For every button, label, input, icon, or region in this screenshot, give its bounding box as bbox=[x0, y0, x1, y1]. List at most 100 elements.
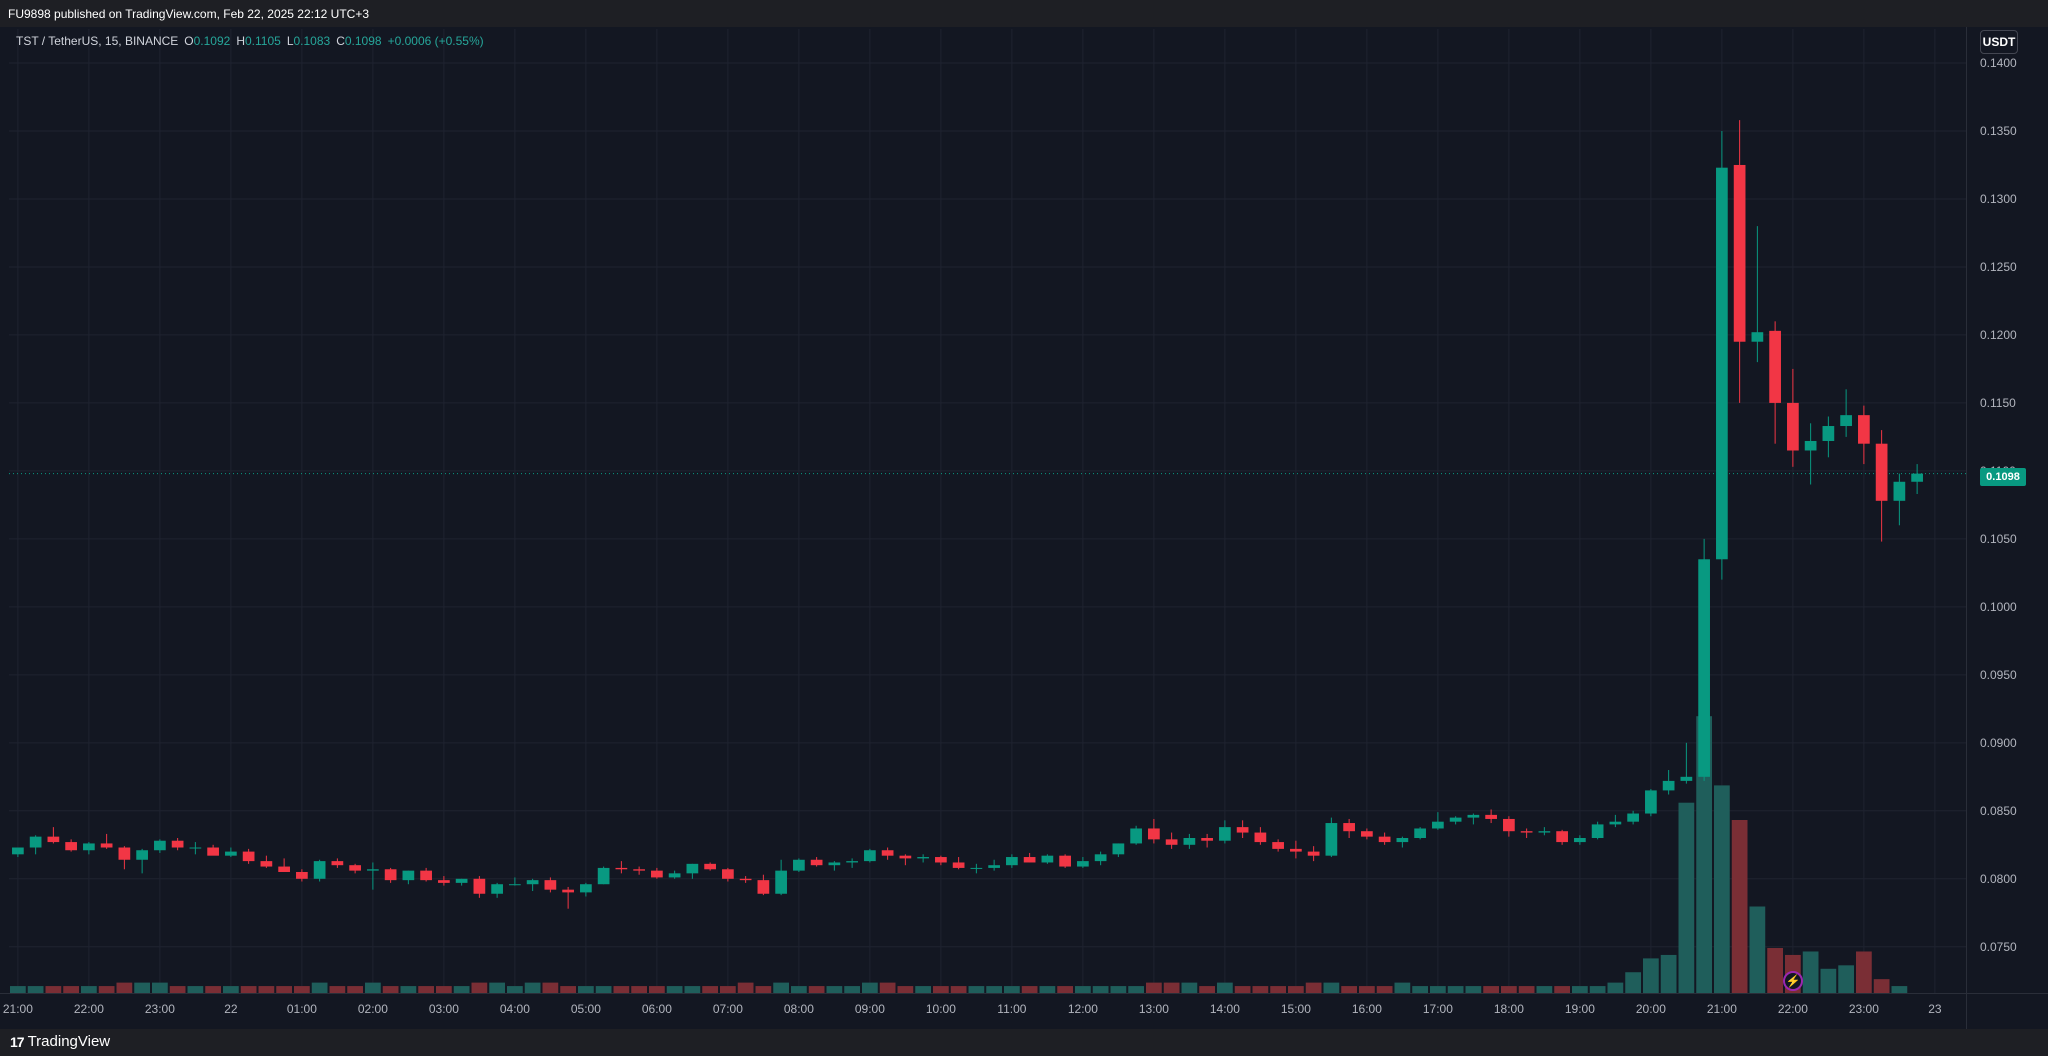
candle-body bbox=[118, 847, 131, 860]
volume-bar bbox=[1376, 986, 1393, 993]
volume-bar bbox=[1572, 986, 1588, 993]
volume-bar bbox=[879, 982, 896, 993]
volume-bar bbox=[933, 986, 949, 993]
legend-low-value: 0.1083 bbox=[293, 34, 331, 48]
x-tick-label: 03:00 bbox=[429, 1002, 459, 1016]
volume-bar bbox=[365, 982, 381, 993]
x-tick-label: 22:00 bbox=[74, 1002, 104, 1016]
volume-bar bbox=[116, 982, 133, 993]
candle-body bbox=[846, 861, 858, 863]
tradingview-logo[interactable]: 17 TradingView bbox=[10, 1033, 110, 1050]
volume-bar bbox=[791, 986, 807, 993]
volume-bar bbox=[1856, 951, 1872, 993]
x-tick-label: 15:00 bbox=[1281, 1002, 1311, 1016]
candle-body bbox=[899, 855, 912, 859]
candle-body bbox=[1325, 823, 1338, 856]
candle-body bbox=[1574, 837, 1586, 843]
candle-body bbox=[1520, 831, 1533, 833]
volume-bar bbox=[1731, 820, 1748, 993]
volume-bar bbox=[1678, 802, 1695, 993]
volume-bar bbox=[1483, 986, 1499, 993]
top-bar: FU9898 published on TradingView.com, Feb… bbox=[0, 0, 2048, 27]
candle-body bbox=[1183, 837, 1196, 845]
candle-body bbox=[1272, 842, 1284, 849]
volume-bar bbox=[1412, 986, 1428, 993]
volume-bar bbox=[755, 986, 772, 993]
volume-bar bbox=[613, 986, 630, 993]
volume-bar bbox=[187, 986, 204, 993]
candle-body bbox=[1023, 857, 1036, 863]
volume-bar bbox=[1039, 986, 1056, 993]
candle-body bbox=[1787, 402, 1799, 451]
candle-body bbox=[1662, 780, 1675, 791]
x-tick-label: 09:00 bbox=[855, 1002, 885, 1016]
volume-bar bbox=[347, 986, 363, 993]
candle-body bbox=[1804, 440, 1817, 451]
bolt-icon[interactable]: ⚡ bbox=[1783, 971, 1803, 991]
volume-bar bbox=[1181, 982, 1198, 993]
volume-bar bbox=[471, 982, 488, 993]
currency-button[interactable]: USDT bbox=[1980, 30, 2018, 54]
candle-body bbox=[793, 859, 805, 871]
chart-area[interactable]: 0.1400 0.1350 0.1300 0.1250 0.1200 0.1150 0.11… bbox=[0, 27, 2048, 1029]
x-tick-label: 22 bbox=[224, 1002, 238, 1016]
volume-bar bbox=[10, 986, 26, 993]
volume-bar bbox=[205, 986, 221, 993]
candle-body bbox=[1769, 330, 1781, 403]
volume-bar bbox=[134, 982, 150, 993]
legend-close-value: 0.1098 bbox=[344, 34, 382, 48]
candle-body bbox=[1006, 857, 1018, 866]
volume-bar bbox=[382, 986, 399, 993]
candle-body bbox=[225, 851, 237, 856]
tradingview-logo-icon: 17 bbox=[10, 1033, 25, 1050]
y-tick-label: 0.0950 bbox=[1980, 668, 2017, 682]
y-tick-label: 0.1400 bbox=[1980, 56, 2017, 70]
candle-body bbox=[1538, 831, 1551, 833]
candle-body bbox=[1822, 426, 1835, 441]
candle-body bbox=[47, 836, 60, 843]
candle-body bbox=[1432, 821, 1444, 829]
volume-bar bbox=[1234, 986, 1251, 993]
price-chart[interactable]: 0.1400 0.1350 0.1300 0.1250 0.1200 0.1150 0.11… bbox=[0, 27, 2048, 1029]
candle-body bbox=[668, 873, 681, 878]
symbol-title[interactable]: TST / TetherUS, 15, BINANCE bbox=[16, 34, 179, 48]
volume-bar bbox=[826, 986, 843, 993]
candle-body bbox=[970, 867, 983, 869]
candle-body bbox=[686, 863, 699, 874]
candle-body bbox=[1449, 817, 1462, 822]
volume-bar bbox=[240, 986, 257, 993]
candle-body bbox=[1112, 843, 1125, 855]
candle-body bbox=[1556, 831, 1568, 843]
x-tick-label: 21:00 bbox=[3, 1002, 33, 1016]
candle-body bbox=[473, 878, 486, 894]
volume-bar bbox=[986, 986, 1002, 993]
volume-bar bbox=[1110, 986, 1127, 993]
y-tick-label: 0.0850 bbox=[1980, 804, 2017, 818]
candle-body bbox=[260, 861, 273, 867]
volume-bar bbox=[720, 986, 736, 993]
volume-bar bbox=[950, 986, 967, 993]
x-tick-label: 17:00 bbox=[1423, 1002, 1453, 1016]
volume-bar bbox=[1430, 986, 1446, 993]
published-info: FU9898 published on TradingView.com, Feb… bbox=[8, 7, 370, 21]
candle-body bbox=[83, 843, 95, 851]
volume-bar bbox=[649, 986, 665, 993]
x-tick-label: 01:00 bbox=[287, 1002, 317, 1016]
legend-high-label: H bbox=[236, 34, 245, 48]
volume-bar bbox=[1128, 986, 1144, 993]
candle-body bbox=[1840, 415, 1852, 427]
volume-bar bbox=[1660, 954, 1677, 993]
volume-bar bbox=[915, 986, 931, 993]
volume-bar bbox=[1323, 982, 1340, 993]
candle-body bbox=[207, 847, 219, 856]
x-tick-label: 13:00 bbox=[1139, 1002, 1169, 1016]
candle-body bbox=[739, 878, 752, 881]
volume-bar bbox=[666, 986, 683, 993]
x-tick-label: 23:00 bbox=[1849, 1002, 1879, 1016]
volume-bar bbox=[258, 986, 275, 993]
candle-body bbox=[1680, 776, 1693, 781]
x-tick-label: 14:00 bbox=[1210, 1002, 1240, 1016]
volume-bar bbox=[1057, 986, 1073, 993]
volume-bar bbox=[1252, 986, 1269, 993]
candle-body bbox=[1858, 415, 1870, 444]
